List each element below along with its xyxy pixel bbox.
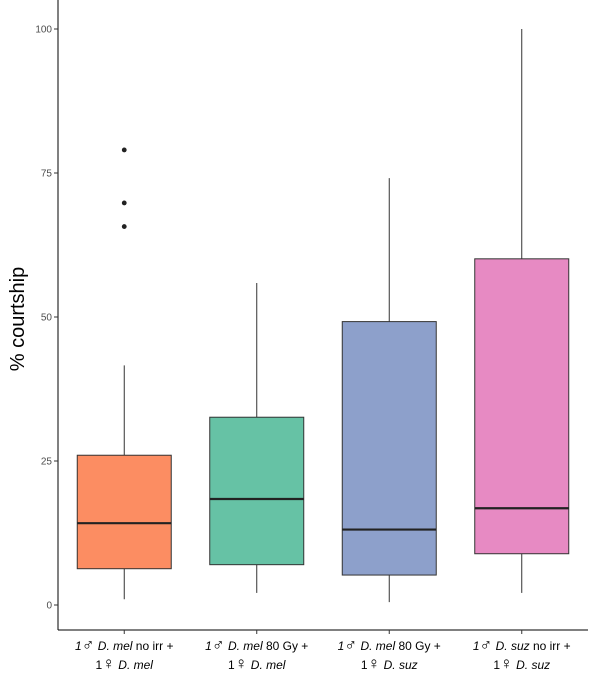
count: 1	[205, 639, 212, 653]
box	[341, 321, 437, 576]
species: D. mel	[94, 639, 133, 653]
count: 1	[75, 639, 82, 653]
box-group	[474, 29, 570, 593]
species: D. mel	[357, 639, 396, 653]
male-symbol-icon: ♂	[211, 635, 225, 654]
box	[474, 258, 570, 555]
treatment: 80 Gy +	[262, 639, 309, 653]
species: D. suz	[512, 658, 551, 672]
y-tick-label: 25	[41, 457, 53, 468]
x-tick-label-line1: 1♂ D. mel 80 Gy +	[192, 636, 322, 655]
female-symbol-icon: ♀	[367, 654, 381, 673]
count: 1	[360, 658, 368, 672]
species: D. mel	[247, 658, 286, 672]
count: 1	[472, 639, 480, 653]
x-tick-label-line1: 1♂ D. mel no irr +	[59, 636, 189, 655]
y-tick-label: 100	[35, 25, 52, 36]
male-symbol-icon: ♂	[479, 635, 493, 654]
x-tick-label-line1: 1♂ D. suz no irr +	[457, 636, 587, 655]
axes: 0 25 50 75 100	[35, 0, 588, 634]
y-tick-label: 75	[41, 169, 53, 180]
outlier-point	[121, 224, 127, 229]
y-tick-label: 50	[41, 313, 53, 324]
species: D. suz	[492, 639, 530, 653]
count: 1	[493, 658, 501, 672]
outlier-point	[121, 147, 127, 153]
count: 1	[95, 658, 103, 672]
x-tick-label-line2: 1♀ D. suz	[457, 655, 587, 674]
species: D. mel	[224, 639, 263, 653]
female-symbol-icon: ♀	[234, 654, 248, 673]
x-tick-label-line2: 1♀ D. suz	[324, 655, 454, 674]
female-symbol-icon: ♀	[500, 654, 513, 673]
species: D. mel	[114, 658, 153, 672]
box-group	[341, 178, 437, 603]
box	[209, 416, 305, 566]
x-tick-label: 1♂ D. mel 80 Gy +1♀ D. suz	[324, 636, 454, 674]
x-tick-label: 1♂ D. suz no irr +1♀ D. suz	[457, 636, 587, 674]
y-tick-label: 0	[46, 601, 52, 612]
outlier-point	[121, 200, 127, 206]
female-symbol-icon: ♀	[102, 654, 115, 673]
x-tick-label: 1♂ D. mel no irr +1♀ D. mel	[59, 636, 189, 674]
box	[76, 454, 172, 570]
male-symbol-icon: ♂	[81, 635, 95, 654]
y-axis-label: % courtship	[7, 267, 29, 372]
x-tick-label-line1: 1♂ D. mel 80 Gy +	[324, 636, 454, 655]
count: 1	[337, 639, 345, 653]
box-group	[76, 147, 172, 600]
x-tick-label-line2: 1♀ D. mel	[192, 655, 322, 674]
x-tick-label-line2: 1♀ D. mel	[59, 655, 189, 674]
box-marks	[76, 29, 570, 603]
count: 1	[228, 658, 235, 672]
male-symbol-icon: ♂	[344, 635, 358, 654]
x-tick-label: 1♂ D. mel 80 Gy +1♀ D. mel	[192, 636, 322, 674]
box-group	[209, 283, 305, 593]
treatment: no irr +	[132, 639, 174, 653]
species: D. suz	[380, 658, 418, 672]
treatment: no irr +	[529, 639, 571, 653]
treatment: 80 Gy +	[395, 639, 441, 653]
